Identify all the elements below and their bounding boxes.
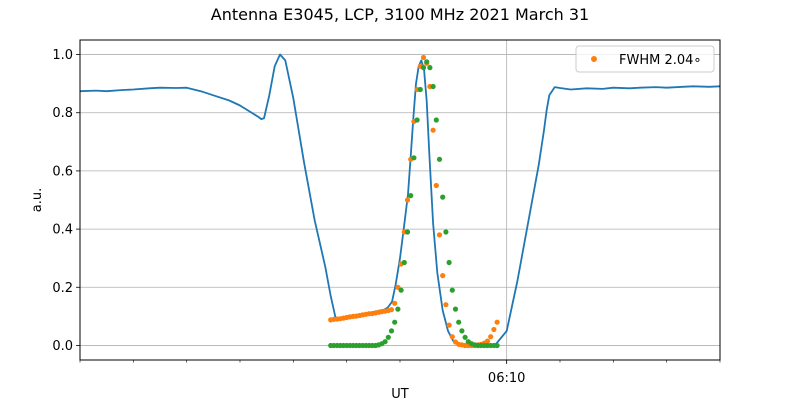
data-point [427,65,433,71]
data-point [382,339,388,345]
data-point [424,59,430,65]
data-point [456,319,462,325]
data-point [452,306,459,312]
data-point [494,342,500,349]
data-point [388,328,395,334]
data-point [436,232,443,238]
data-point [411,155,417,161]
data-point [440,273,446,279]
data-point [459,328,465,334]
data-point [404,197,411,203]
y-tick-label: 1.0 [52,48,73,63]
chart-title: Antenna E3045, LCP, 3100 MHz 2021 March … [211,5,589,24]
data-point [388,307,395,313]
data-point [436,156,443,162]
data-point [398,287,404,293]
data-point [392,300,398,306]
data-point [462,334,468,340]
x-tick-label: 06:10 [488,371,525,386]
data-point [395,306,401,312]
x-axis-label: UT [391,387,409,400]
axes: 0.0 0.2 0.4 0.6 0.8 1.0 06:10 [52,48,721,386]
legend: FWHM 2.04∘ [575,45,715,73]
data-point [433,117,439,123]
y-tick-label: 0.0 [52,339,73,354]
data-point [488,334,494,340]
legend-label: FWHM 2.04∘ [619,53,702,68]
data-point [446,259,452,266]
data-point [408,193,414,199]
y-axis-label: a.u. [30,188,45,212]
data-point [430,127,436,133]
data-point [392,319,398,325]
data-point [449,287,455,293]
series-line [79,53,721,347]
data-point [449,334,455,340]
y-tick-label: 0.2 [52,281,73,296]
y-tick-label: 0.6 [52,164,73,179]
data-point [491,326,497,333]
data-point [440,194,446,200]
data-point [446,322,452,328]
y-tick-label: 0.8 [52,106,73,121]
data-point [404,229,411,235]
legend-marker [591,56,597,62]
plot-area [79,53,721,349]
data-point [430,83,436,90]
data-point [494,319,500,325]
data-point [385,334,391,340]
data-point [443,302,449,308]
data-point [433,182,439,189]
data-point [420,65,427,71]
data-point [443,229,449,235]
data-point [420,54,427,61]
data-point [484,338,491,344]
legend-frame [575,45,715,73]
data-point [417,86,423,93]
data-point [414,117,420,123]
data-point [401,259,407,266]
y-tick-label: 0.4 [52,223,73,238]
